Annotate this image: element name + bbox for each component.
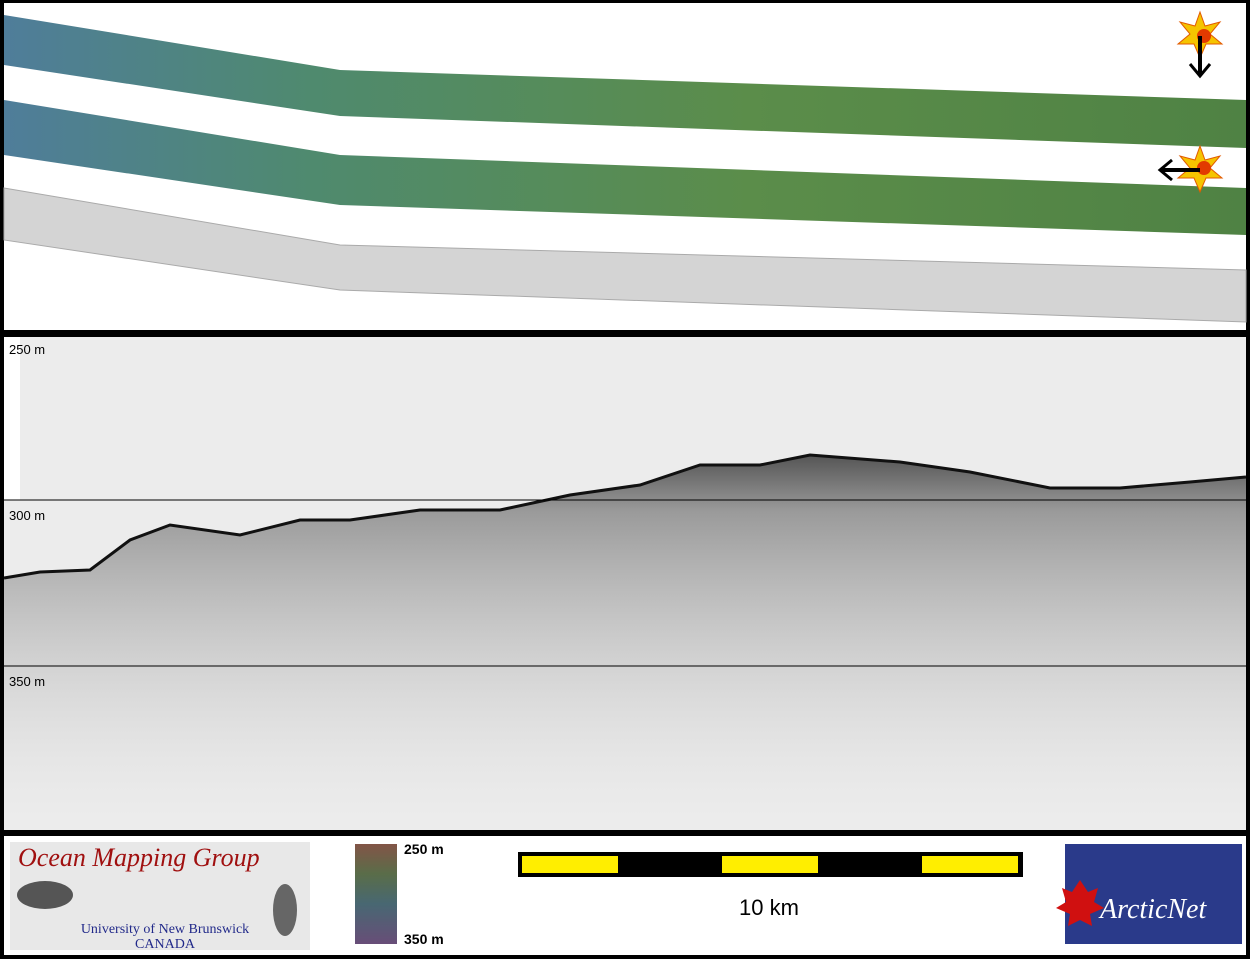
logo-country: CANADA xyxy=(135,937,196,952)
depth-label: 350 m xyxy=(9,674,45,689)
profile-gap xyxy=(4,337,20,500)
sun-icon xyxy=(1176,10,1224,79)
sun-icon xyxy=(1157,144,1224,194)
color-scale-label: 250 m xyxy=(404,841,444,857)
backscatter-swath xyxy=(3,187,1247,323)
bathymetry-swath xyxy=(4,15,1246,148)
partner-logo-text: ArcticNet xyxy=(1098,894,1207,925)
logo-institution: University of New Brunswick xyxy=(81,922,249,937)
logo-title: Ocean Mapping Group xyxy=(18,843,260,872)
color-scale-shade xyxy=(355,844,397,944)
depth-label: 250 m xyxy=(9,342,45,357)
logo-graphic xyxy=(17,881,73,909)
maple-leaf xyxy=(1056,880,1104,926)
scale-bar-segment xyxy=(722,856,818,873)
depth-label: 300 m xyxy=(9,508,45,523)
scale-bar-segment xyxy=(522,856,618,873)
sub-bottom-echo xyxy=(4,455,1246,830)
color-scale-label: 350 m xyxy=(404,931,444,947)
seafloor-line xyxy=(3,453,1247,580)
color-scale xyxy=(355,844,397,944)
scale-bar-segment xyxy=(922,856,1018,873)
scale-bar-label: 10 km xyxy=(739,895,799,920)
bathymetry-swath xyxy=(4,100,1246,235)
logo-graphic xyxy=(273,884,297,936)
